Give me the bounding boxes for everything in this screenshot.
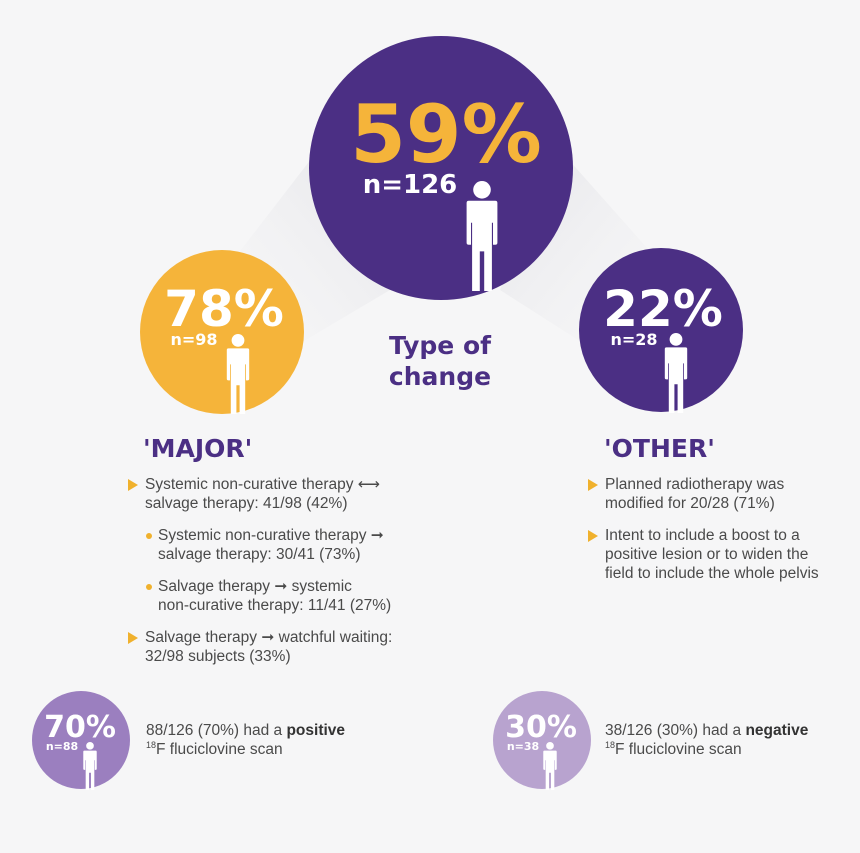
negative-caption-sup: 18 (605, 739, 616, 750)
other-heading: 'OTHER' (604, 434, 715, 463)
major-n: n=98 (170, 330, 217, 349)
major-circle: 78% n=98 (140, 250, 304, 414)
center-percent: 59% (350, 88, 541, 181)
positive-percent: 70% (44, 710, 116, 745)
other-list-item: Planned radiotherapy was modified for 20/… (588, 475, 853, 513)
major-list-item: Systemic non-curative therapy ➞ salvage t… (144, 526, 428, 564)
other-list-item-line: modified for 20/28 (71%) (605, 495, 775, 512)
other-list-item-line: positive lesion or to widen the (605, 546, 809, 563)
negative-caption-bold: negative (745, 722, 809, 739)
other-list-item: Intent to include a boost to a positive l… (588, 526, 853, 583)
other-list: Planned radiotherapy was modified for 20/… (588, 475, 853, 596)
major-list-item-line: non-curative therapy: 11/41 (27%) (158, 597, 392, 614)
negative-circle: 30% n=38 (493, 691, 591, 790)
major-percent: 78% (164, 280, 284, 338)
major-list-item: Salvage therapy ➞ systemic non-curative t… (144, 577, 428, 615)
positive-circle: 70% n=88 (32, 691, 130, 790)
type-of-change-line1: Type of (389, 331, 491, 360)
positive-caption-prefix: 88/126 (70%) had a (146, 722, 287, 739)
major-list-item-line: 32/98 subjects (33%) (145, 648, 291, 665)
negative-percent: 30% (505, 710, 577, 745)
major-list-item-line: salvage therapy: 41/98 (42%) (145, 495, 348, 512)
positive-caption-sup: 18 (146, 739, 157, 750)
major-list-item-line: Systemic non-curative therapy ➞ (158, 527, 384, 544)
major-list-item-line: Salvage therapy ➞ systemic (158, 578, 352, 595)
type-of-change-line2: change (388, 362, 492, 391)
negative-caption-prefix: 38/126 (30%) had a (605, 722, 746, 739)
positive-caption-suffix: F fluciclovine scan (156, 741, 283, 758)
negative-caption: 38/126 (30%) had a negative 18F fluciclo… (605, 721, 855, 759)
other-list-item-line: Planned radiotherapy was (605, 476, 785, 493)
major-list-item: Systemic non-curative therapy ⟷ salvage t… (128, 475, 428, 513)
major-list-item: Salvage therapy ➞ watchful waiting: 32/98… (128, 628, 428, 666)
negative-n: n=38 (507, 740, 539, 753)
positive-caption-bold: positive (286, 722, 346, 739)
other-list-item-line: Intent to include a boost to a (605, 527, 800, 544)
type-of-change-label: Type of change (365, 330, 515, 392)
negative-caption-suffix: F fluciclovine scan (615, 741, 742, 758)
other-percent: 22% (603, 280, 723, 338)
other-list-item-line: field to include the whole pelvis (605, 565, 819, 582)
other-n: n=28 (610, 330, 657, 349)
major-heading: 'MAJOR' (143, 434, 253, 463)
center-circle: 59% n=126 (309, 36, 573, 300)
positive-n: n=88 (46, 740, 78, 753)
major-list: Systemic non-curative therapy ⟷ salvage t… (128, 475, 428, 679)
major-list-item-line: salvage therapy: 30/41 (73%) (158, 546, 361, 563)
major-list-item-line: Salvage therapy ➞ watchful waiting: (145, 629, 393, 646)
positive-caption: 88/126 (70%) had a positive 18F fluciclo… (146, 721, 466, 759)
other-circle: 22% n=28 (579, 248, 743, 413)
major-list-item-line: Systemic non-curative therapy ⟷ (145, 476, 381, 493)
center-n: n=126 (363, 170, 458, 200)
